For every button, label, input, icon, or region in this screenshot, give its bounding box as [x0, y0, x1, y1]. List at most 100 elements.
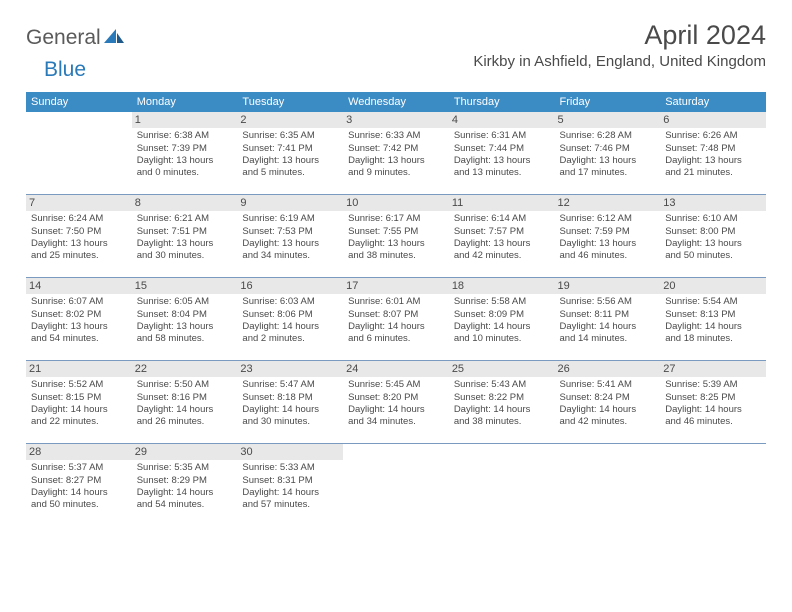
day-cell: 18 Sunrise: 5:58 AMSunset: 8:09 PMDayligh… [449, 278, 555, 361]
day-details: Sunrise: 5:56 AMSunset: 8:11 PMDaylight:… [560, 296, 656, 345]
day-number: 29 [132, 444, 238, 460]
week-row: 28Sunrise: 5:37 AMSunset: 8:27 PMDayligh… [26, 444, 766, 527]
day-number: 30 [237, 444, 343, 460]
daylight-text-1: Daylight: 13 hours [560, 155, 656, 167]
sunset-text: Sunset: 7:46 PM [560, 143, 656, 155]
daylight-text-1: Daylight: 13 hours [137, 321, 233, 333]
day-number: 6 [660, 112, 766, 128]
daylight-text-1: Daylight: 13 hours [665, 155, 761, 167]
day-number: 18 [449, 278, 555, 294]
daylight-text-1: Daylight: 13 hours [348, 155, 444, 167]
day-cell: 7Sunrise: 6:24 AMSunset: 7:50 PMDaylight… [26, 195, 132, 278]
day-header-sunday: Sunday [26, 92, 132, 112]
day-header-row: SundayMondayTuesdayWednesdayThursdayFrid… [26, 92, 766, 112]
daylight-text-2: and 6 minutes. [348, 333, 444, 345]
day-number: 19 [555, 278, 661, 294]
sunset-text: Sunset: 8:13 PM [665, 309, 761, 321]
daylight-text-2: and 25 minutes. [31, 250, 127, 262]
daylight-text-2: and 5 minutes. [242, 167, 338, 179]
day-details: Sunrise: 6:26 AMSunset: 7:48 PMDaylight:… [665, 130, 761, 179]
sunset-text: Sunset: 8:00 PM [665, 226, 761, 238]
sunset-text: Sunset: 8:24 PM [560, 392, 656, 404]
sunrise-text: Sunrise: 6:03 AM [242, 296, 338, 308]
empty-cell [449, 444, 555, 527]
day-header-saturday: Saturday [660, 92, 766, 112]
daylight-text-2: and 58 minutes. [137, 333, 233, 345]
sunrise-text: Sunrise: 5:52 AM [31, 379, 127, 391]
daylight-text-1: Daylight: 13 hours [454, 238, 550, 250]
day-number: 3 [343, 112, 449, 128]
day-details: Sunrise: 5:39 AMSunset: 8:25 PMDaylight:… [665, 379, 761, 428]
day-cell: 30Sunrise: 5:33 AMSunset: 8:31 PMDayligh… [237, 444, 343, 527]
sunset-text: Sunset: 7:53 PM [242, 226, 338, 238]
sunrise-text: Sunrise: 6:28 AM [560, 130, 656, 142]
day-header-thursday: Thursday [449, 92, 555, 112]
sunset-text: Sunset: 7:44 PM [454, 143, 550, 155]
day-cell: 28Sunrise: 5:37 AMSunset: 8:27 PMDayligh… [26, 444, 132, 527]
daylight-text-2: and 54 minutes. [31, 333, 127, 345]
title-block: April 2024 Kirkby in Ashfield, England, … [473, 20, 766, 70]
week-row: 1Sunrise: 6:38 AMSunset: 7:39 PMDaylight… [26, 112, 766, 195]
day-details: Sunrise: 6:35 AMSunset: 7:41 PMDaylight:… [242, 130, 338, 179]
daylight-text-1: Daylight: 14 hours [31, 404, 127, 416]
daylight-text-2: and 54 minutes. [137, 499, 233, 511]
day-details: Sunrise: 5:37 AMSunset: 8:27 PMDaylight:… [31, 462, 127, 511]
sunrise-text: Sunrise: 6:12 AM [560, 213, 656, 225]
daylight-text-1: Daylight: 14 hours [665, 404, 761, 416]
week-row: 7Sunrise: 6:24 AMSunset: 7:50 PMDaylight… [26, 195, 766, 278]
sunset-text: Sunset: 8:11 PM [560, 309, 656, 321]
sunset-text: Sunset: 7:39 PM [137, 143, 233, 155]
daylight-text-1: Daylight: 13 hours [454, 155, 550, 167]
day-cell: 16Sunrise: 6:03 AMSunset: 8:06 PMDayligh… [237, 278, 343, 361]
sunset-text: Sunset: 8:31 PM [242, 475, 338, 487]
day-number: 10 [343, 195, 449, 211]
day-cell: 17Sunrise: 6:01 AMSunset: 8:07 PMDayligh… [343, 278, 449, 361]
sunrise-text: Sunrise: 6:07 AM [31, 296, 127, 308]
daylight-text-1: Daylight: 14 hours [560, 404, 656, 416]
sunset-text: Sunset: 8:25 PM [665, 392, 761, 404]
sunrise-text: Sunrise: 5:47 AM [242, 379, 338, 391]
day-number: 24 [343, 361, 449, 377]
day-details: Sunrise: 6:10 AMSunset: 8:00 PMDaylight:… [665, 213, 761, 262]
day-number: 5 [555, 112, 661, 128]
sunset-text: Sunset: 7:51 PM [137, 226, 233, 238]
sunset-text: Sunset: 8:27 PM [31, 475, 127, 487]
sunrise-text: Sunrise: 6:26 AM [665, 130, 761, 142]
sunset-text: Sunset: 8:02 PM [31, 309, 127, 321]
sunset-text: Sunset: 7:48 PM [665, 143, 761, 155]
sunrise-text: Sunrise: 5:50 AM [137, 379, 233, 391]
empty-cell [555, 444, 661, 527]
day-number: 12 [555, 195, 661, 211]
day-details: Sunrise: 5:50 AMSunset: 8:16 PMDaylight:… [137, 379, 233, 428]
daylight-text-2: and 50 minutes. [31, 499, 127, 511]
month-title: April 2024 [473, 20, 766, 51]
sunset-text: Sunset: 8:09 PM [454, 309, 550, 321]
daylight-text-2: and 42 minutes. [560, 416, 656, 428]
sunrise-text: Sunrise: 5:43 AM [454, 379, 550, 391]
day-details: Sunrise: 5:58 AMSunset: 8:09 PMDaylight:… [454, 296, 550, 345]
day-number: 23 [237, 361, 343, 377]
daylight-text-2: and 30 minutes. [242, 416, 338, 428]
day-cell: 19 Sunrise: 5:56 AMSunset: 8:11 PMDayligh… [555, 278, 661, 361]
sunrise-text: Sunrise: 6:38 AM [137, 130, 233, 142]
sunrise-text: Sunrise: 6:19 AM [242, 213, 338, 225]
sunset-text: Sunset: 8:06 PM [242, 309, 338, 321]
day-cell: 22Sunrise: 5:50 AMSunset: 8:16 PMDayligh… [132, 361, 238, 444]
sunrise-text: Sunrise: 5:41 AM [560, 379, 656, 391]
sunrise-text: Sunrise: 6:33 AM [348, 130, 444, 142]
day-number: 15 [132, 278, 238, 294]
sunset-text: Sunset: 8:18 PM [242, 392, 338, 404]
day-number: 11 [449, 195, 555, 211]
day-cell: 24Sunrise: 5:45 AMSunset: 8:20 PMDayligh… [343, 361, 449, 444]
week-row: 14Sunrise: 6:07 AMSunset: 8:02 PMDayligh… [26, 278, 766, 361]
day-cell: 10Sunrise: 6:17 AMSunset: 7:55 PMDayligh… [343, 195, 449, 278]
empty-cell [343, 444, 449, 527]
daylight-text-2: and 22 minutes. [31, 416, 127, 428]
daylight-text-2: and 14 minutes. [560, 333, 656, 345]
sunset-text: Sunset: 7:57 PM [454, 226, 550, 238]
day-cell: 13Sunrise: 6:10 AMSunset: 8:00 PMDayligh… [660, 195, 766, 278]
daylight-text-1: Daylight: 14 hours [665, 321, 761, 333]
day-cell: 29Sunrise: 5:35 AMSunset: 8:29 PMDayligh… [132, 444, 238, 527]
daylight-text-1: Daylight: 14 hours [454, 321, 550, 333]
day-cell: 1Sunrise: 6:38 AMSunset: 7:39 PMDaylight… [132, 112, 238, 195]
